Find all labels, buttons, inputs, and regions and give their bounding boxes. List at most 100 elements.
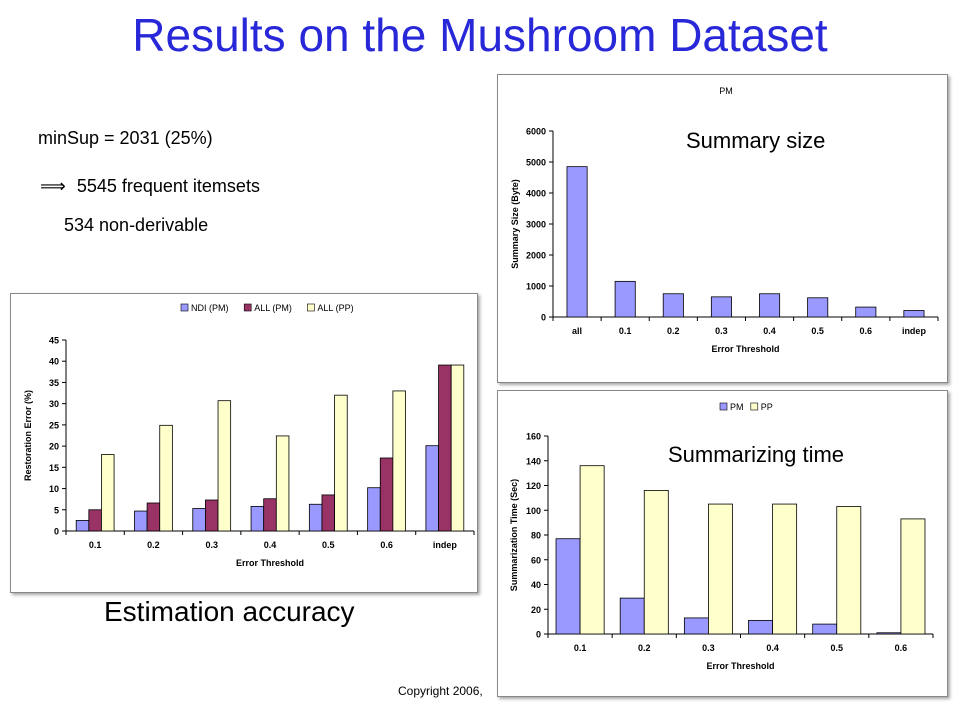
bar (334, 394, 348, 532)
legend-label: PP (761, 402, 773, 412)
y-tick-label: 45 (49, 336, 59, 346)
x-tick-label: 0.6 (895, 643, 908, 653)
bar (555, 538, 581, 635)
bar (392, 390, 406, 532)
bar (146, 502, 161, 532)
x-tick-label: 0.4 (264, 540, 277, 550)
legend-swatch (243, 303, 252, 312)
x-tick-label: 0.1 (89, 540, 102, 550)
bar (855, 306, 877, 318)
summarizing-time-chart-panel: 0 20 40 60 80 100 120 140 160 0.1 0.2 0.3 0.4 0.5 0.6 E… (497, 390, 948, 697)
bar (379, 457, 394, 532)
legend-label: PM (730, 402, 744, 412)
summary-size-chart: 0 1000 2000 3000 4000 5000 6000 all 0.1 0.2 0.3 0.4… (510, 86, 939, 354)
frequent-itemsets-line: ⟹ 5545 frequent itemsets (40, 176, 260, 197)
y-tick-label: 6000 (526, 127, 546, 137)
bar (662, 293, 684, 318)
bar (807, 297, 829, 318)
y-tick-label: 25 (49, 420, 59, 430)
bar (772, 503, 798, 635)
bar (275, 435, 290, 532)
y-axis-label: Restoration Error (%) (23, 390, 33, 481)
bar (263, 498, 277, 532)
bar (425, 445, 439, 532)
x-tick-label: 0.5 (322, 540, 335, 550)
legend-swatch (719, 402, 728, 411)
x-tick-label: 0.4 (763, 326, 776, 336)
bar (450, 364, 465, 532)
bar (438, 364, 452, 532)
minsup-text: minSup = 2031 (25%) (38, 128, 213, 148)
x-tick-label: 0.6 (380, 540, 393, 550)
bar (308, 503, 323, 532)
bar (192, 508, 206, 532)
x-tick-label: 0.1 (574, 643, 587, 653)
y-tick-label: 15 (49, 463, 59, 473)
legend-label: ALL (PP) (317, 303, 353, 313)
legend-swatch (750, 402, 759, 411)
y-tick-label: 10 (49, 484, 59, 494)
frequent-itemsets-text: 5545 frequent itemsets (76, 176, 260, 196)
bar (708, 503, 733, 635)
x-tick-label: 0.3 (715, 326, 728, 336)
estimation-accuracy-caption: Estimation accuracy (104, 596, 355, 627)
legend-swatch (307, 303, 315, 312)
legend-label: NDI (PM) (191, 303, 229, 313)
x-axis-label: Error Threshold (706, 661, 774, 671)
slide-title: Results on the Mushroom Dataset (132, 9, 828, 61)
y-axis-label: Summarization Time (Sec) (509, 479, 519, 591)
y-tick-label: 2000 (526, 251, 546, 261)
bar (75, 519, 90, 532)
implies-arrow-icon: ⟹ (40, 176, 66, 196)
x-tick-label: 0.5 (811, 326, 824, 336)
summary-size-chart-panel: 0 1000 2000 3000 4000 5000 6000 all 0.1 0.2 0.3 0.4… (497, 74, 948, 383)
bar (134, 510, 148, 532)
y-tick-label: 100 (526, 506, 541, 516)
bar (367, 487, 381, 532)
x-tick-label: 0.5 (830, 643, 843, 653)
bar (614, 280, 636, 318)
bar (876, 632, 902, 635)
y-tick-label: 40 (49, 357, 59, 367)
y-tick-label: 5 (54, 505, 59, 515)
x-tick-label: 0.6 (860, 326, 873, 336)
bar (619, 597, 645, 635)
y-tick-label: 1000 (526, 282, 546, 292)
bar (250, 505, 265, 532)
y-tick-label: 120 (526, 481, 541, 491)
x-tick-label: 0.2 (667, 326, 680, 336)
accuracy-chart: 0 5 10 15 20 25 30 35 40 45 0.1 0.2 0.3 0.4 0.5 0.6 inde… (23, 303, 475, 568)
summary-size-label: Summary size (686, 128, 826, 153)
x-tick-label: 0.1 (619, 326, 632, 336)
y-tick-label: 30 (49, 399, 59, 409)
bar (683, 617, 709, 635)
x-axis-label: Error Threshold (711, 344, 779, 354)
accuracy-chart-panel: 0 5 10 15 20 25 30 35 40 45 0.1 0.2 0.3 0.4 0.5 0.6 inde… (10, 293, 478, 593)
y-tick-label: 140 (526, 456, 541, 466)
non-derivable-text: 534 non-derivable (64, 215, 209, 235)
bar (566, 166, 588, 318)
bar (88, 509, 102, 532)
bar (217, 400, 232, 532)
bar (900, 518, 926, 635)
y-tick-label: 0 (541, 313, 546, 323)
bar (101, 454, 115, 532)
y-tick-label: 4000 (526, 189, 546, 199)
y-tick-label: 40 (531, 580, 541, 590)
bar (710, 296, 732, 318)
y-tick-label: 20 (49, 442, 59, 452)
summarizing-time-chart: 0 20 40 60 80 100 120 140 160 0.1 0.2 0.3 0.4 0.5 0.6 E… (509, 402, 934, 671)
bar (748, 619, 773, 635)
bar (159, 424, 173, 532)
bar (759, 293, 781, 318)
bar (204, 499, 219, 532)
x-axis-label: Error Threshold (236, 558, 304, 568)
legend-label: ALL (PM) (254, 303, 292, 313)
x-tick-label: 0.3 (205, 540, 218, 550)
copyright-text: Copyright 2006, (398, 684, 483, 698)
y-axis-label: Summary Size (Byte) (510, 179, 520, 269)
bar (579, 465, 605, 635)
x-tick-label: 0.4 (766, 643, 779, 653)
chart-title: PM (719, 86, 733, 96)
y-tick-label: 60 (531, 555, 541, 565)
